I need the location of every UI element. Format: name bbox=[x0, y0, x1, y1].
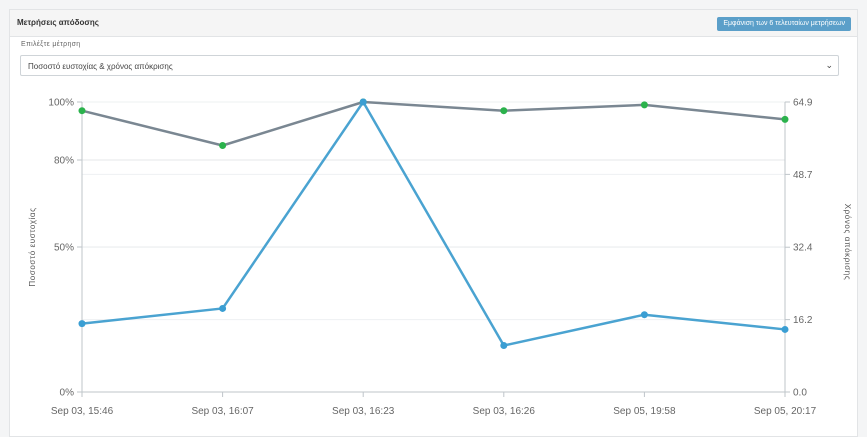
x-tick-label: Sep 03, 15:46 bbox=[51, 406, 114, 417]
metric-select-value: Ποσοστό ευστοχίας & χρόνος απόκρισης bbox=[28, 62, 173, 71]
right-axis-ticks: 64.9 48.7 32.4 16.2 0.0 bbox=[785, 98, 813, 399]
metric-select[interactable]: Ποσοστό ευστοχίας & χρόνος απόκρισης ⌄ bbox=[20, 55, 839, 76]
x-tick-label: Sep 03, 16:07 bbox=[191, 406, 254, 417]
left-tick-label: 50% bbox=[54, 243, 74, 254]
chart-series bbox=[78, 98, 789, 350]
series-point-1[interactable] bbox=[781, 325, 789, 333]
series-point-0[interactable] bbox=[781, 115, 789, 123]
show-last-measurements-button[interactable]: Εμφάνιση των 6 τελευταίων μετρήσεων bbox=[717, 17, 851, 31]
right-tick-label: 32.4 bbox=[793, 243, 813, 254]
series-point-0[interactable] bbox=[640, 101, 648, 109]
series-point-0[interactable] bbox=[500, 107, 508, 115]
series-point-0[interactable] bbox=[78, 107, 86, 115]
x-tick-label: Sep 03, 16:23 bbox=[332, 406, 395, 417]
x-tick-label: Sep 03, 16:26 bbox=[473, 406, 536, 417]
performance-panel: Μετρήσεις απόδοσης Εμφάνιση των 6 τελευτ… bbox=[9, 9, 858, 437]
left-axis-ticks: 100% 80% 50% 0% bbox=[48, 98, 82, 399]
right-tick-label: 48.7 bbox=[793, 170, 813, 181]
y-right-axis-title: Χρόνος απόκρισης bbox=[843, 204, 852, 281]
series-point-1[interactable] bbox=[640, 311, 648, 319]
series-point-1[interactable] bbox=[78, 320, 86, 328]
right-tick-label: 0.0 bbox=[793, 388, 807, 399]
x-tick-label: Sep 05, 19:58 bbox=[613, 406, 676, 417]
left-tick-label: 100% bbox=[48, 98, 74, 109]
chart-grid bbox=[82, 101, 785, 393]
x-tick-label: Sep 05, 20:17 bbox=[754, 406, 817, 417]
metric-select-label: Επιλέξτε μέτρηση bbox=[21, 41, 81, 48]
right-tick-label: 16.2 bbox=[793, 315, 813, 326]
y-left-axis-title: Ποσοστό ευστοχίας bbox=[28, 207, 37, 286]
left-tick-label: 80% bbox=[54, 156, 74, 167]
panel-header: Μετρήσεις απόδοσης Εμφάνιση των 6 τελευτ… bbox=[10, 10, 857, 37]
series-point-0[interactable] bbox=[219, 142, 227, 149]
chevron-down-icon: ⌄ bbox=[825, 60, 833, 70]
right-tick-label: 64.9 bbox=[793, 98, 813, 109]
series-line-0 bbox=[81, 100, 786, 147]
left-tick-label: 0% bbox=[60, 388, 75, 399]
series-point-1[interactable] bbox=[500, 342, 508, 350]
series-line-1 bbox=[81, 100, 786, 347]
series-point-1[interactable] bbox=[359, 98, 367, 106]
panel-title: Μετρήσεις απόδοσης bbox=[17, 18, 99, 27]
x-axis-ticks: Sep 03, 15:46 Sep 03, 16:07 Sep 03, 16:23 S… bbox=[51, 391, 817, 417]
series-point-1[interactable] bbox=[219, 304, 227, 312]
